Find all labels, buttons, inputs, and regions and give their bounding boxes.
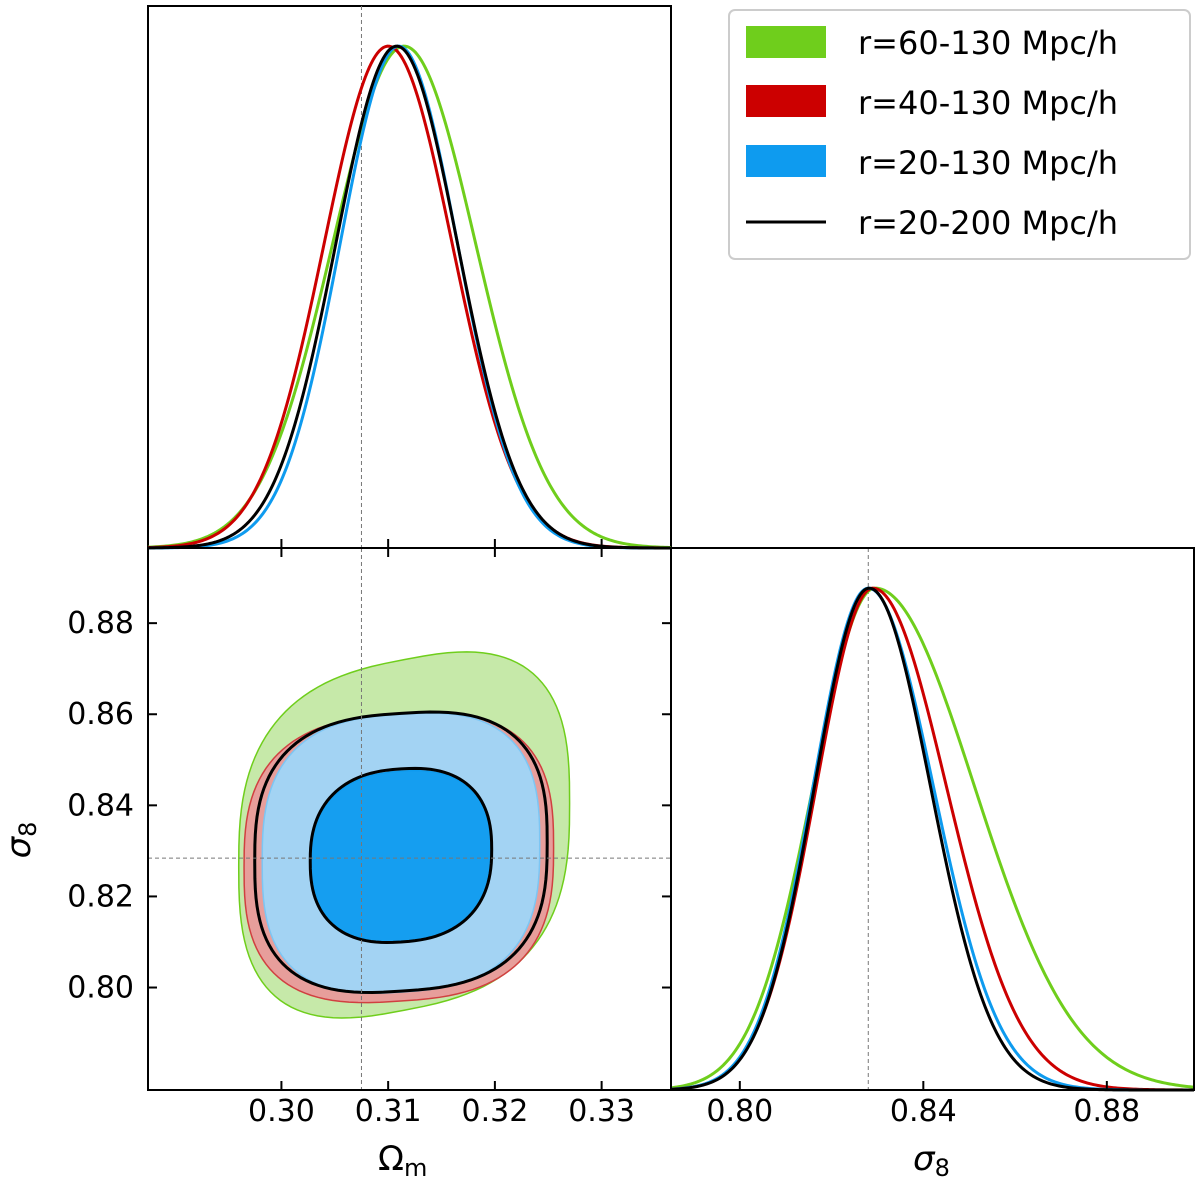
omega-tick-label-2: 0.31	[355, 1094, 422, 1129]
omega-marginal-curve-4	[147, 44, 671, 550]
omega-marginal-curve-2	[147, 44, 671, 550]
sigma-axis-label-bottom: σ8	[913, 1139, 950, 1182]
legend: r=60-130 Mpc/h r=40-130 Mpc/h r=20-130 M…	[728, 9, 1191, 260]
legend-label-4: r=20-200 Mpc/h	[858, 204, 1118, 242]
legend-swatch-3	[746, 145, 826, 177]
joint-contour-4	[309, 769, 493, 944]
omega-marginal-ticks	[280, 539, 603, 548]
sigma-axis-label-left-main: σ	[0, 835, 39, 858]
sigma-marginal-frame	[670, 547, 1195, 1091]
omega-axis-label-sub: m	[404, 1154, 427, 1182]
legend-label-2: r=40-130 Mpc/h	[858, 84, 1118, 122]
sigma-tick-label-1: 0.80	[67, 971, 134, 1006]
sigma-tick-label-3: 0.84	[67, 788, 134, 823]
sigma-marginal-curves	[670, 586, 1195, 1092]
sigma-marginal-panel: 0.80 0.84 0.88	[670, 547, 1195, 1129]
legend-entry-3: r=20-130 Mpc/h	[746, 144, 1118, 182]
omega-marginal-curve-1	[147, 44, 672, 550]
legend-entry-1: r=60-130 Mpc/h	[746, 24, 1118, 62]
sigma-tick-label-5: 0.88	[67, 606, 134, 641]
joint-reference	[148, 548, 671, 1090]
joint-ticks: 0.30 0.31 0.32 0.33 0.80 0.82 0.84 0.86 0.88	[67, 548, 671, 1129]
sigma-axis-label-left: σ8	[0, 822, 42, 859]
legend-label-3: r=20-130 Mpc/h	[858, 144, 1118, 182]
sigma-marginal-curve-1	[670, 586, 1195, 1090]
sigma-marginal-ticks: 0.80 0.84 0.88	[706, 1081, 1140, 1129]
joint-contour-5	[253, 710, 549, 994]
sigma-tick-label-4: 0.86	[67, 697, 134, 732]
sigma-marginal-tick-label-1: 0.80	[706, 1094, 773, 1129]
sigma-axis-label-left-sub: 8	[14, 822, 42, 837]
legend-frame	[728, 9, 1191, 260]
omega-marginal-panel	[147, 5, 672, 550]
sigma-marginal-tick-label-2: 0.84	[890, 1094, 957, 1129]
legend-swatch-1	[746, 26, 826, 58]
omega-tick-label-1: 0.30	[248, 1094, 315, 1129]
omega-marginal-frame	[147, 5, 672, 549]
sigma-axis-label-bottom-sub: 8	[935, 1154, 950, 1182]
sigma-tick-label-2: 0.82	[67, 879, 134, 914]
omega-axis-label: Ωm	[378, 1139, 427, 1182]
sigma-axis-label-bottom-main: σ	[913, 1139, 936, 1179]
legend-swatch-2	[746, 85, 826, 117]
omega-tick-label-4: 0.33	[568, 1094, 635, 1129]
omega-axis-label-main: Ω	[378, 1139, 404, 1179]
omega-tick-label-3: 0.32	[461, 1094, 528, 1129]
sigma-axis-label-left-text: σ8	[0, 822, 42, 859]
legend-entry-4: r=20-200 Mpc/h	[746, 204, 1118, 242]
legend-label-1: r=60-130 Mpc/h	[858, 24, 1118, 62]
omega-marginal-curves	[147, 44, 672, 550]
sigma-marginal-tick-label-3: 0.88	[1073, 1094, 1140, 1129]
omega-marginal-curve-3	[147, 44, 671, 550]
joint-contour-6	[308, 766, 494, 945]
joint-panel: 0.30 0.31 0.32 0.33 0.80 0.82 0.84 0.86 0.88	[67, 547, 672, 1129]
legend-entry-2: r=40-130 Mpc/h	[746, 84, 1118, 122]
joint-contours	[237, 651, 571, 1019]
